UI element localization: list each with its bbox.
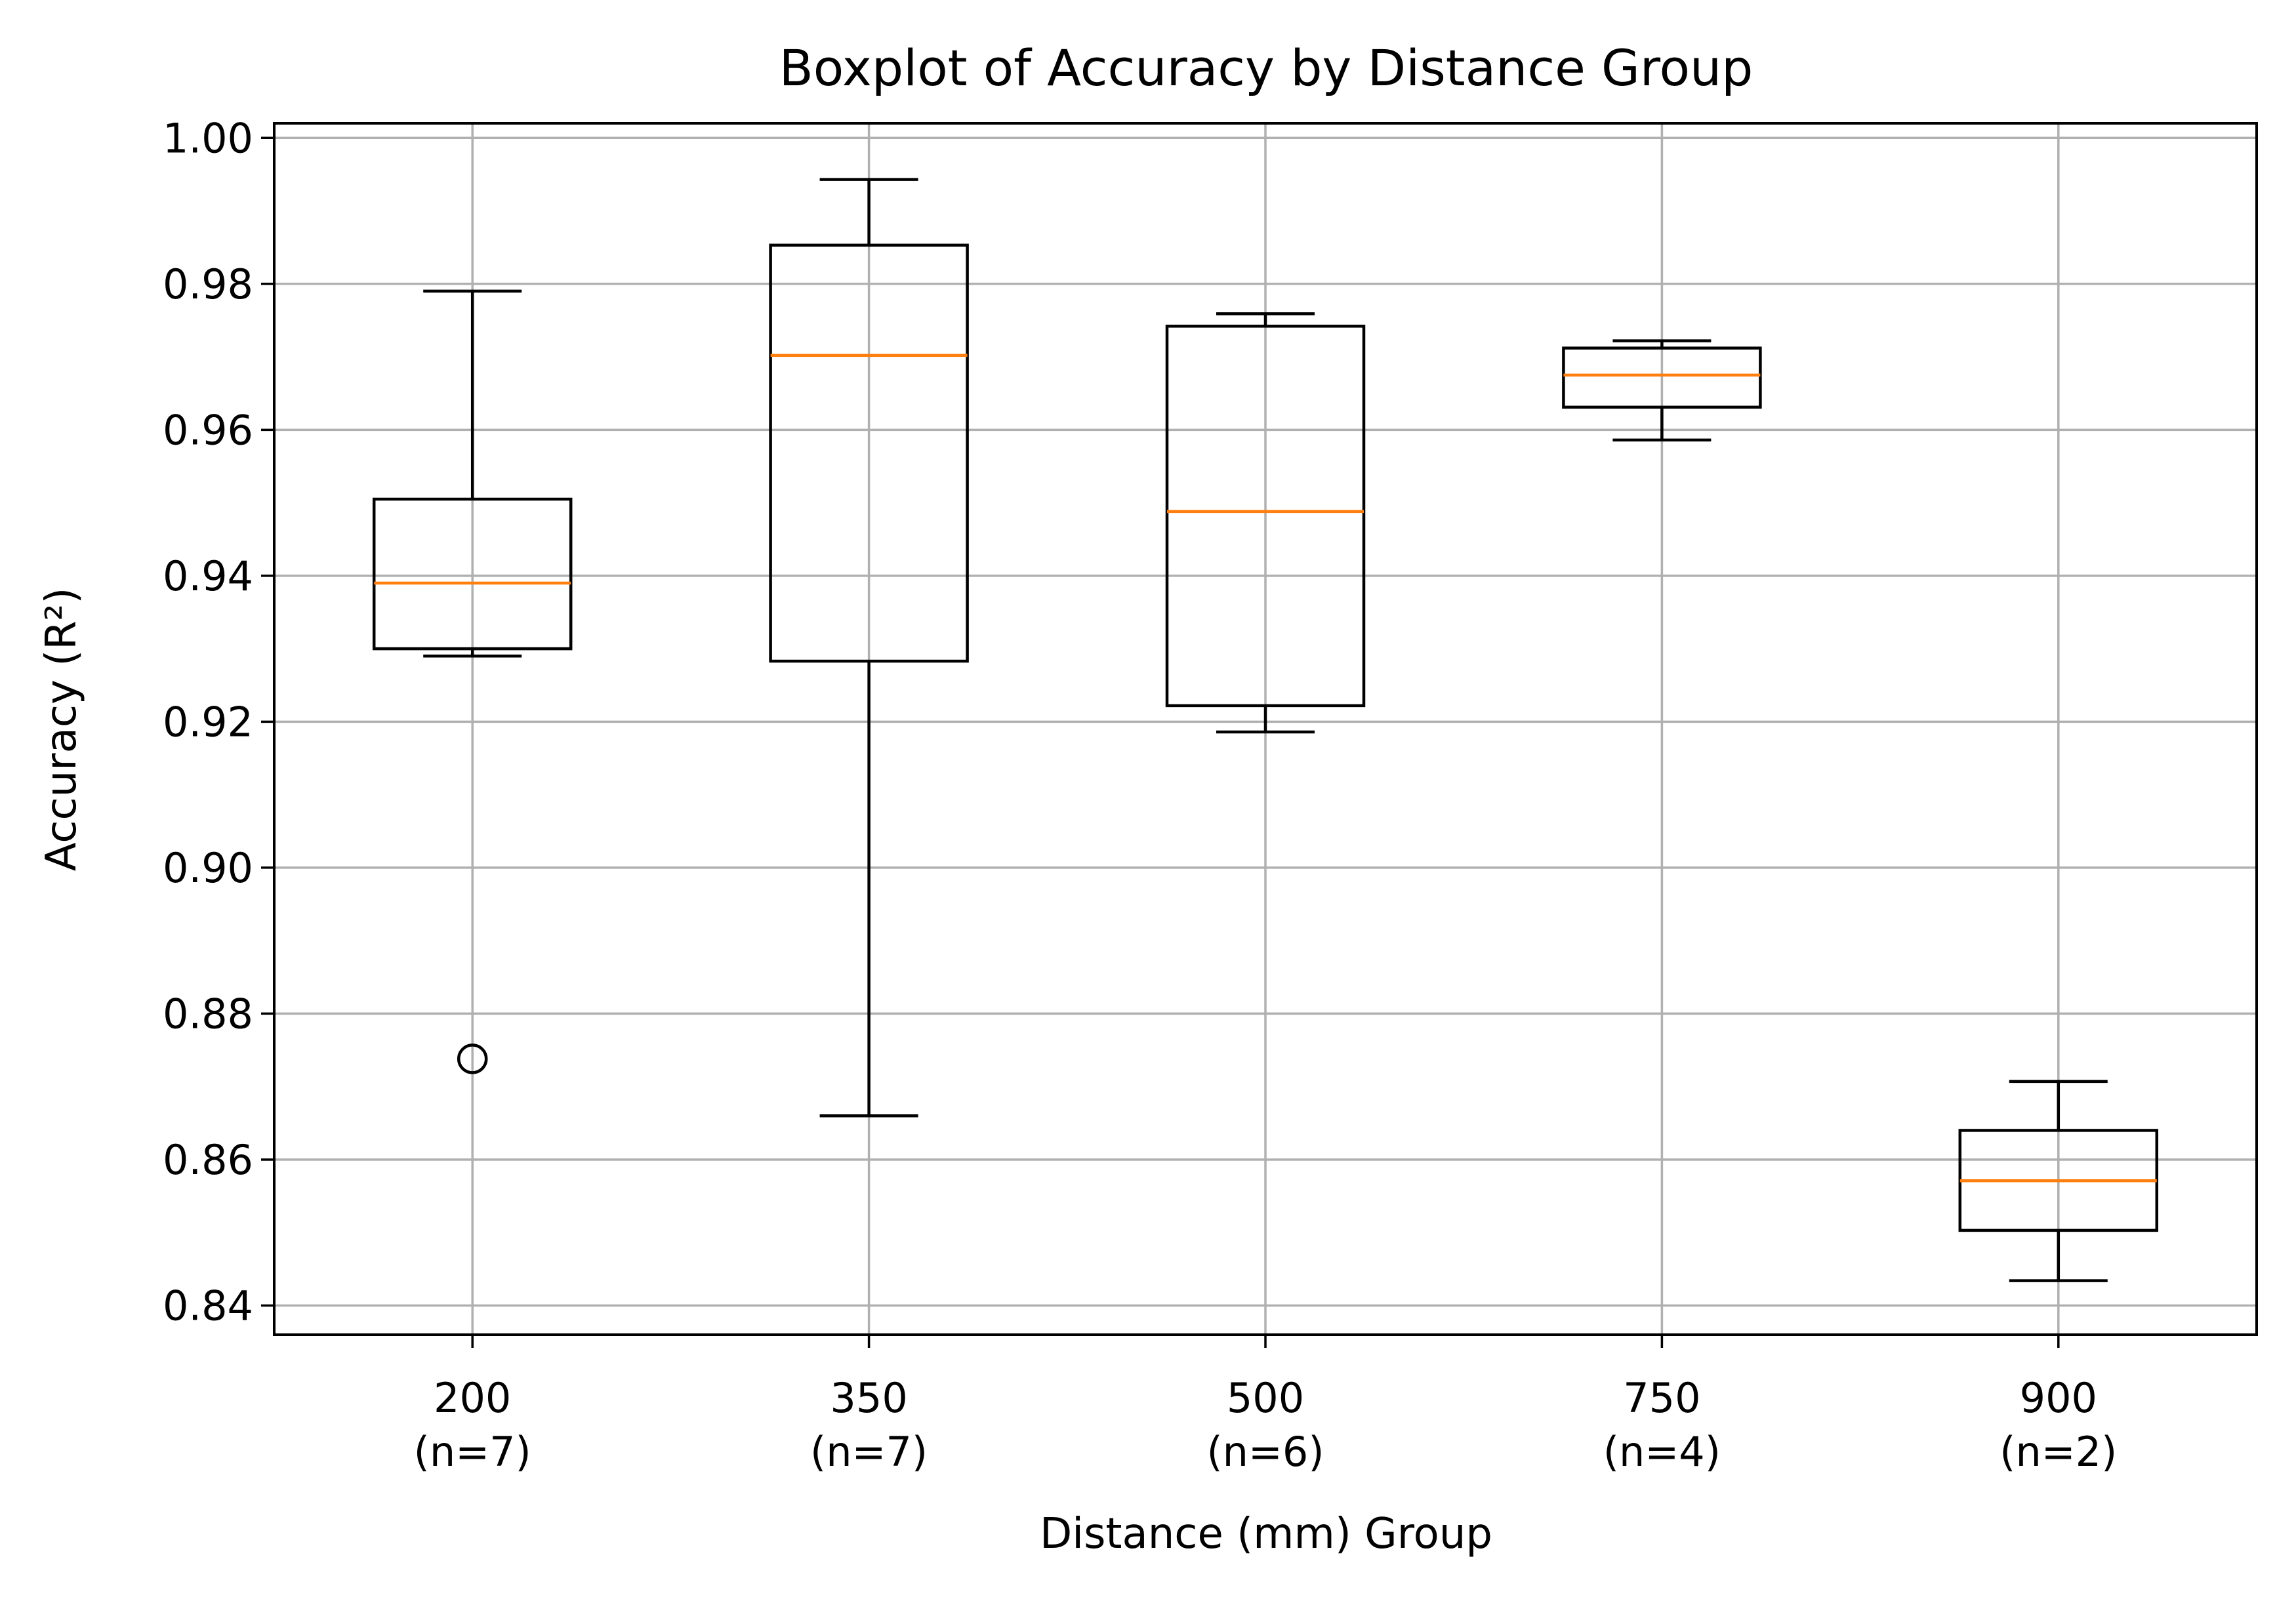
- ticks: 0.84 0.86 0.88 0.90 0.92 0.94 0.96 0.98 1.00 200 (…: [163, 114, 2117, 1476]
- x-tick-count-label: (n=6): [1206, 1428, 1324, 1476]
- x-tick-label: 750: [1623, 1374, 1700, 1422]
- y-tick-label: 0.92: [163, 698, 253, 746]
- x-tick-count-label: (n=7): [414, 1428, 531, 1476]
- box-group: [769, 178, 969, 1118]
- x-tick-label: 500: [1227, 1374, 1304, 1422]
- y-axis-label: Accuracy (R²): [37, 588, 86, 872]
- y-tick-label: 0.84: [163, 1282, 253, 1329]
- x-tick-label: 900: [2020, 1374, 2097, 1422]
- y-tick-label: 0.86: [163, 1136, 253, 1184]
- y-tick-label: 0.88: [163, 990, 253, 1038]
- x-tick-label: 200: [434, 1374, 511, 1422]
- box-group: [372, 289, 573, 1074]
- box-group: [1562, 339, 1762, 442]
- y-tick-label: 1.00: [163, 114, 253, 162]
- y-tick-label: 0.90: [163, 844, 253, 892]
- iqr-box: [769, 243, 969, 663]
- boxes: [372, 178, 2159, 1282]
- x-tick-count-label: (n=2): [1999, 1428, 2117, 1476]
- box-group: [1958, 1080, 2159, 1282]
- x-tick-label: 350: [830, 1374, 907, 1422]
- x-axis-label: Distance (mm) Group: [1040, 1510, 1492, 1558]
- y-tick-label: 0.94: [163, 552, 253, 600]
- iqr-box: [1165, 325, 1366, 708]
- x-tick-count-label: (n=4): [1603, 1428, 1721, 1476]
- iqr-box: [1562, 346, 1762, 409]
- x-tick-count-label: (n=7): [810, 1428, 928, 1476]
- box-group: [1165, 312, 1366, 734]
- outlier-point: [457, 1044, 488, 1074]
- iqr-box: [372, 497, 573, 651]
- chart-title: Boxplot of Accuracy by Distance Group: [779, 39, 1753, 97]
- y-tick-label: 0.96: [163, 406, 253, 454]
- y-tick-label: 0.98: [163, 260, 253, 308]
